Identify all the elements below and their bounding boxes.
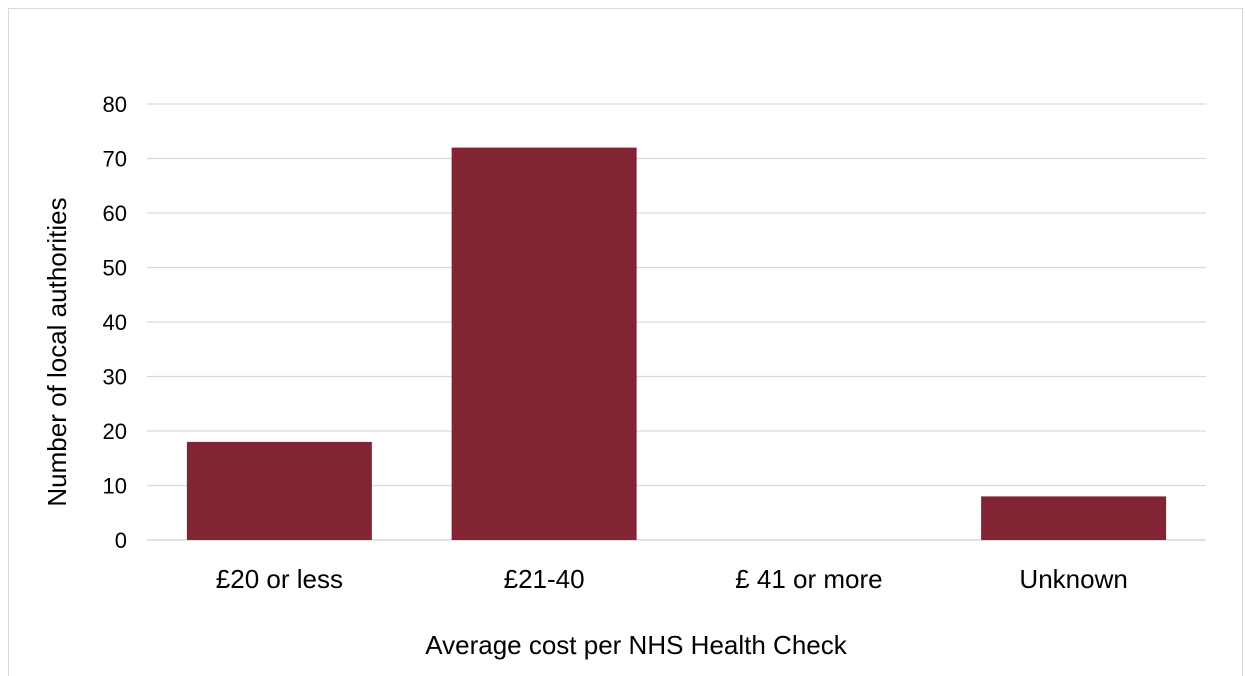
- y-tick-label: 80: [103, 92, 127, 117]
- y-tick-labels: 0 10 20 30 40 50 60 70 80: [103, 92, 127, 553]
- y-axis-title: Number of local authorities: [42, 197, 72, 506]
- x-category-label: £21-40: [504, 564, 585, 594]
- bar-3: [981, 496, 1167, 540]
- x-category-label: £20 or less: [216, 564, 343, 594]
- y-tick-label: 50: [103, 256, 127, 281]
- bar-1: [451, 147, 637, 540]
- x-axis-title: Average cost per NHS Health Check: [425, 630, 847, 660]
- bars: [186, 147, 1167, 540]
- y-tick-label: 60: [103, 201, 127, 226]
- y-tick-label: 0: [115, 528, 127, 553]
- bar-0: [186, 441, 372, 540]
- y-tick-label: 20: [103, 419, 127, 444]
- y-tick-label: 40: [103, 310, 127, 335]
- x-category-label: Unknown: [1019, 564, 1127, 594]
- x-category-label: £ 41 or more: [735, 564, 882, 594]
- y-tick-label: 10: [103, 474, 127, 499]
- y-tick-label: 30: [103, 365, 127, 390]
- y-tick-label: 70: [103, 147, 127, 172]
- x-category-labels: £20 or less £21-40 £ 41 or more Unknown: [216, 564, 1128, 594]
